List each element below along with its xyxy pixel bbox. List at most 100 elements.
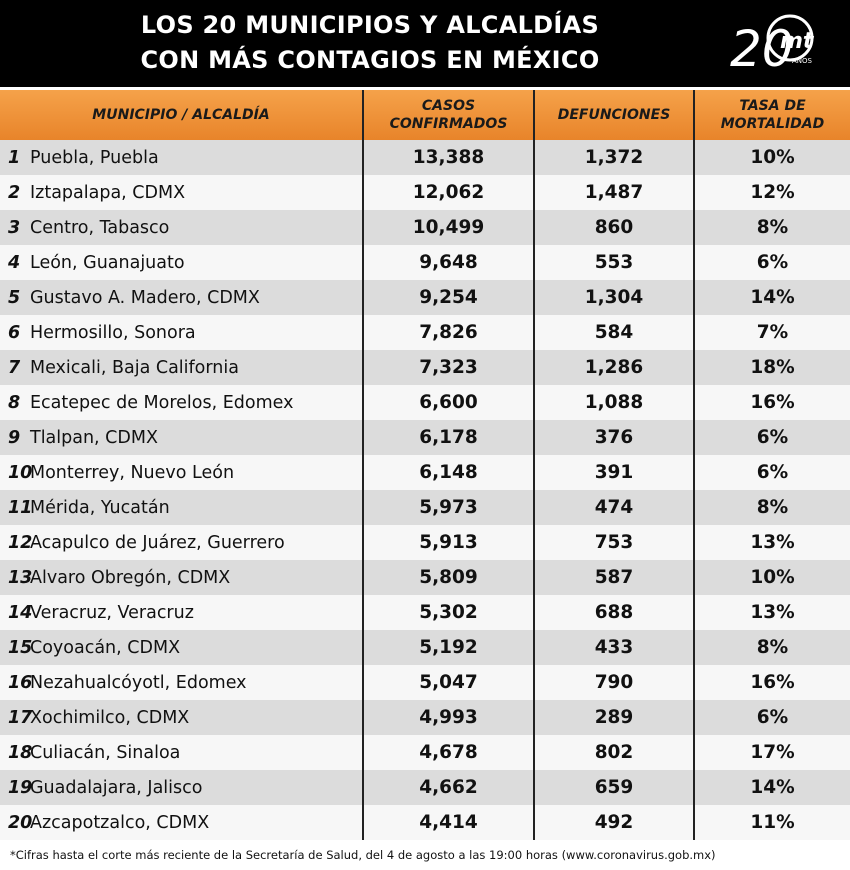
tasa-cell: 13% (750, 532, 795, 553)
tasa-cell: 7% (756, 322, 789, 343)
rank-number: 4 (8, 252, 21, 273)
defunciones-cell: 1,372 (535, 140, 695, 175)
defunciones-cell: 860 (535, 210, 695, 245)
page-title: LOS 20 MUNICIPIOS Y ALCALDÍAS CON MÁS CO… (90, 8, 650, 78)
rank-number: 3 (8, 217, 21, 238)
casos-cell: 10,499 (364, 210, 535, 245)
tasa-cell: 8% (756, 637, 789, 658)
municipio-name: Coyoacán, CDMX (30, 637, 181, 658)
table-row: 2 Iztapalapa, CDMX 12,062 1,487 12% (0, 175, 850, 210)
defunciones-cell: 553 (535, 245, 695, 280)
table-row: 14 Veracruz, Veracruz 5,302 688 13% (0, 595, 850, 630)
table-row: 18 Culiacán, Sinaloa 4,678 802 17% (0, 735, 850, 770)
rank-number: 11 (8, 497, 33, 518)
municipio-cell: 19 Guadalajara, Jalisco (0, 770, 364, 805)
municipio-name: Veracruz, Veracruz (30, 602, 194, 623)
defunciones-cell: 1,304 (535, 280, 695, 315)
table-row: 15 Coyoacán, CDMX 5,192 433 8% (0, 630, 850, 665)
municipio-cell: 2 Iztapalapa, CDMX (0, 175, 364, 210)
municipio-cell: 8 Ecatepec de Morelos, Edomex (0, 385, 364, 420)
defunciones-cell: 802 (535, 735, 695, 770)
casos-cell: 6,178 (364, 420, 535, 455)
tasa-cell: 6% (756, 707, 789, 728)
table-row: 4 León, Guanajuato 9,648 553 6% (0, 245, 850, 280)
logo-ring-icon (766, 14, 814, 62)
municipio-cell: 15 Coyoacán, CDMX (0, 630, 364, 665)
municipio-cell: 13 Alvaro Obregón, CDMX (0, 560, 364, 595)
municipio-cell: 7 Mexicali, Baja California (0, 350, 364, 385)
logo-number: 20 (730, 20, 794, 78)
casos-cell: 9,254 (364, 280, 535, 315)
municipio-name: León, Guanajuato (30, 252, 185, 273)
column-header-tasa-line2: MORTALIDAD (720, 116, 825, 132)
table-row: 10 Monterrey, Nuevo León 6,148 391 6% (0, 455, 850, 490)
rank-number: 5 (8, 287, 21, 308)
municipio-cell: 14 Veracruz, Veracruz (0, 595, 364, 630)
column-header-defunciones-label: DEFUNCIONES (557, 107, 671, 123)
defunciones-cell: 1,286 (535, 350, 695, 385)
table-row: 16 Nezahualcóyotl, Edomex 5,047 790 16% (0, 665, 850, 700)
casos-cell: 5,973 (364, 490, 535, 525)
defunciones-cell: 391 (535, 455, 695, 490)
tasa-cell: 14% (750, 287, 795, 308)
table-row: 17 Xochimilco, CDMX 4,993 289 6% (0, 700, 850, 735)
municipio-name: Mexicali, Baja California (30, 357, 239, 378)
casos-cell: 5,302 (364, 595, 535, 630)
defunciones-cell: 492 (535, 805, 695, 840)
tasa-cell: 8% (756, 497, 789, 518)
municipio-cell: 6 Hermosillo, Sonora (0, 315, 364, 350)
casos-cell: 13,388 (364, 140, 535, 175)
rank-number: 6 (8, 322, 21, 343)
municipio-cell: 20 Azcapotzalco, CDMX (0, 805, 364, 840)
defunciones-cell: 376 (535, 420, 695, 455)
rank-number: 19 (8, 777, 33, 798)
tasa-cell: 14% (750, 777, 795, 798)
casos-cell: 7,323 (364, 350, 535, 385)
casos-cell: 9,648 (364, 245, 535, 280)
rank-number: 2 (8, 182, 21, 203)
casos-cell: 5,809 (364, 560, 535, 595)
tasa-cell: 6% (756, 462, 789, 483)
table-row: 3 Centro, Tabasco 10,499 860 8% (0, 210, 850, 245)
casos-cell: 4,678 (364, 735, 535, 770)
defunciones-cell: 433 (535, 630, 695, 665)
municipio-cell: 5 Gustavo A. Madero, CDMX (0, 280, 364, 315)
casos-cell: 12,062 (364, 175, 535, 210)
tasa-cell: 16% (750, 392, 795, 413)
tasa-cell: 6% (756, 252, 789, 273)
municipio-name: Hermosillo, Sonora (30, 322, 196, 343)
table-row: 13 Alvaro Obregón, CDMX 5,809 587 10% (0, 560, 850, 595)
casos-cell: 4,993 (364, 700, 535, 735)
defunciones-cell: 753 (535, 525, 695, 560)
table-row: 19 Guadalajara, Jalisco 4,662 659 14% (0, 770, 850, 805)
municipio-name: Puebla, Puebla (30, 147, 159, 168)
municipio-name: Gustavo A. Madero, CDMX (30, 287, 260, 308)
municipio-cell: 18 Culiacán, Sinaloa (0, 735, 364, 770)
municipio-name: Nezahualcóyotl, Edomex (30, 672, 247, 693)
casos-cell: 5,047 (364, 665, 535, 700)
rank-number: 18 (8, 742, 33, 763)
municipio-cell: 16 Nezahualcóyotl, Edomex (0, 665, 364, 700)
casos-cell: 4,662 (364, 770, 535, 805)
municipio-name: Monterrey, Nuevo León (30, 462, 235, 483)
tasa-cell: 10% (750, 567, 795, 588)
tasa-cell: 18% (750, 357, 795, 378)
column-header-municipio: MUNICIPIO / ALCALDÍA (0, 90, 364, 140)
municipio-cell: 9 Tlalpan, CDMX (0, 420, 364, 455)
column-header-casos-line1: CASOS (421, 98, 476, 114)
rank-number: 14 (8, 602, 33, 623)
defunciones-cell: 790 (535, 665, 695, 700)
municipio-name: Xochimilco, CDMX (30, 707, 190, 728)
municipio-cell: 3 Centro, Tabasco (0, 210, 364, 245)
municipio-cell: 10 Monterrey, Nuevo León (0, 455, 364, 490)
table-row: 6 Hermosillo, Sonora 7,826 584 7% (0, 315, 850, 350)
rank-number: 17 (8, 707, 33, 728)
rank-number: 15 (8, 637, 33, 658)
municipio-name: Culiacán, Sinaloa (30, 742, 181, 763)
rank-number: 16 (8, 672, 33, 693)
tasa-cell: 12% (750, 182, 795, 203)
tasa-cell: 10% (750, 147, 795, 168)
rank-number: 20 (8, 812, 33, 833)
table-row: 7 Mexicali, Baja California 7,323 1,286 18% (0, 350, 850, 385)
casos-cell: 6,148 (364, 455, 535, 490)
